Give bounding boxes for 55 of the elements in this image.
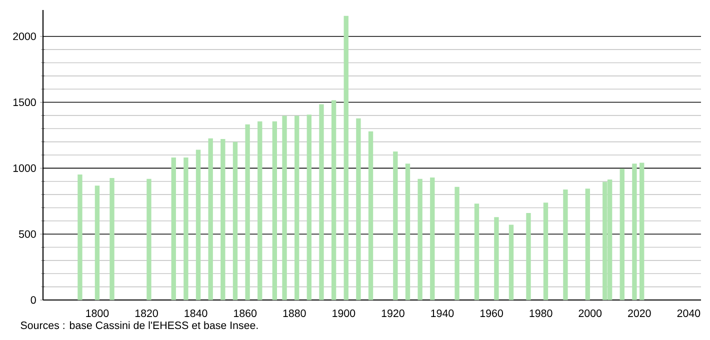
bar: [368, 131, 374, 300]
bar: [245, 124, 250, 300]
y-tick-label: 1500: [13, 98, 36, 106]
x-tick-label: 1960: [480, 310, 503, 318]
bar: [78, 174, 82, 300]
y-tick-label: 2000: [13, 32, 36, 40]
source-note: Sources : base Cassini de l'EHESS et base Insee.: [20, 321, 258, 330]
bar: [232, 142, 238, 300]
x-tick-label: 1880: [283, 310, 306, 318]
bar: [258, 121, 262, 300]
bar: [94, 186, 100, 300]
bar: [306, 114, 312, 300]
x-tick-label: 1820: [135, 310, 158, 318]
x-tick-label: 1800: [86, 310, 109, 318]
bar: [110, 178, 114, 300]
x-tick-label: 1980: [530, 310, 552, 318]
bar: [585, 188, 590, 300]
bar: [620, 168, 624, 300]
bar: [508, 224, 514, 300]
bar: [344, 16, 348, 300]
bar: [405, 164, 410, 300]
bar: [430, 178, 435, 300]
bar: [494, 217, 499, 300]
bar: [220, 139, 226, 300]
y-tick-label: 1000: [13, 164, 36, 172]
x-tick-label: 1920: [382, 310, 404, 318]
x-tick-label: 1900: [332, 310, 356, 318]
bar: [319, 104, 324, 300]
bar: [563, 190, 568, 300]
x-tick-label: 2000: [578, 310, 602, 318]
bar: [171, 158, 176, 300]
x-tick-label: 1860: [234, 310, 257, 318]
bar: [632, 164, 637, 300]
bar: [208, 138, 213, 300]
x-tick-label: 2020: [628, 310, 651, 318]
y-tick-label: 500: [18, 230, 36, 238]
x-tick-label: 1940: [431, 310, 454, 318]
bar: [196, 150, 201, 300]
y-tick-label: 0: [30, 296, 36, 304]
bar: [184, 158, 188, 300]
bar: [640, 162, 644, 300]
bar: [331, 100, 336, 300]
bar: [272, 121, 277, 300]
bar: [526, 213, 531, 300]
bar: [146, 178, 152, 300]
bar: [454, 186, 460, 300]
bar: [543, 202, 548, 300]
x-tick-label: 1840: [184, 310, 208, 318]
bar: [393, 151, 398, 300]
bar: [356, 118, 361, 300]
bar: [418, 178, 422, 300]
bar: [282, 116, 287, 300]
x-tick-label: 2040: [677, 310, 700, 318]
bar: [294, 116, 300, 300]
bar: [474, 204, 480, 300]
